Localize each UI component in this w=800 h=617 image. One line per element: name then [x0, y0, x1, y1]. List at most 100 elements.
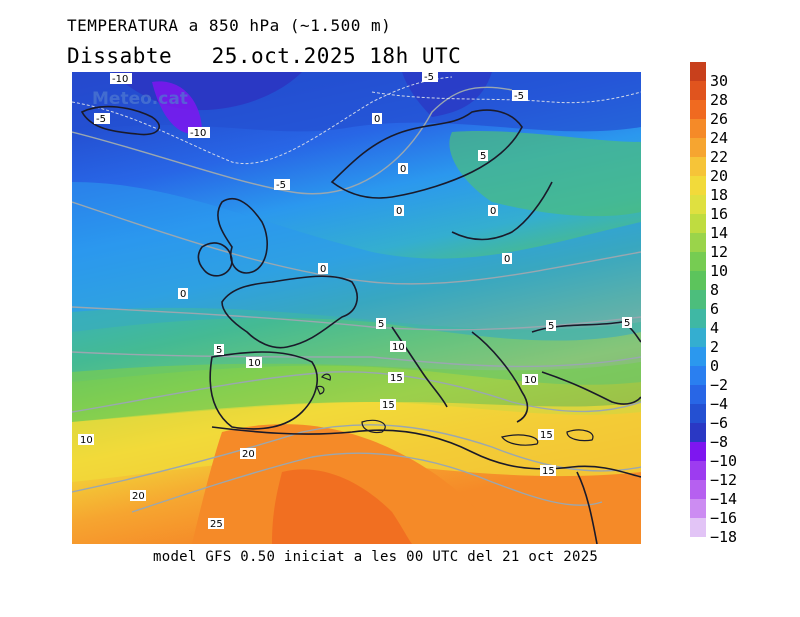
- isotherm-label-bg: [376, 318, 386, 329]
- colorbar-label: −10: [710, 452, 737, 470]
- isotherm-label-bg: [398, 163, 408, 174]
- isotherm-labels: -10 -10 -5 -5 -5 -5 0 0 0 0 0 0 0 5 5 5 5 5 10 10 10 10 15 15 15…: [78, 72, 632, 530]
- isotherm-label: 15: [540, 430, 553, 441]
- colorbar-label: 20: [710, 167, 728, 185]
- isotherm-label: 15: [542, 466, 555, 477]
- isotherm-label-bg: [130, 490, 146, 501]
- isotherm-label: 0: [320, 264, 326, 275]
- isotherm-label-bg: [538, 429, 554, 440]
- isotherm-label-bg: [178, 288, 188, 299]
- colorbar-label: 16: [710, 205, 728, 223]
- colorbar-label: 0: [710, 357, 719, 375]
- isotherm-label: -5: [514, 91, 524, 102]
- isotherm-label: -5: [424, 72, 434, 83]
- isotherm-label: -10: [112, 74, 128, 85]
- colorbar-swatch: [690, 119, 706, 138]
- colorbar-swatch: [690, 138, 706, 157]
- temperature-map: Meteo.cat -10 -10 -5 -5 -5 -5 0 0 0 0 0 0 0 5 5 5 5 5 10 10…: [72, 72, 641, 544]
- colorbar-label: 10: [710, 262, 728, 280]
- isotherm-label-bg: [478, 150, 488, 161]
- isotherm-label-bg: [546, 320, 556, 331]
- isotherm-label-bg: [372, 113, 382, 124]
- isotherm-label-bg: [388, 372, 404, 383]
- band-mid-blue: [72, 182, 641, 341]
- isotherm-label-bg: [78, 434, 94, 445]
- isotherm-label-bg: [488, 205, 498, 216]
- band-scandinavia-cold: [402, 72, 492, 117]
- isotherm-label: 0: [504, 254, 510, 265]
- colorbar-swatch: [690, 252, 706, 271]
- colorbar-label: −6: [710, 414, 728, 432]
- colorbar-label: 4: [710, 319, 719, 337]
- colorbar-label: −2: [710, 376, 728, 394]
- isotherm-label: 20: [242, 449, 255, 460]
- isotherm-label-bg: [502, 253, 512, 264]
- colorbar-swatch: [690, 214, 706, 233]
- isotherm-label: 10: [524, 375, 537, 386]
- isotherm-label-bg: [110, 73, 132, 84]
- colorbar-label: −16: [710, 509, 737, 527]
- isotherm-label: 5: [624, 318, 630, 329]
- isotherm-label-bg: [422, 72, 438, 82]
- isotherm-label: 5: [480, 151, 486, 162]
- colorbar-swatch: [690, 328, 706, 347]
- isotherm-label-bg: [540, 465, 556, 476]
- colorbar-swatch: [690, 271, 706, 290]
- colorbar-label: −8: [710, 433, 728, 451]
- isotherm-label: 5: [548, 321, 554, 332]
- isotherm-label: 0: [374, 114, 380, 125]
- isotherm-label: 15: [382, 400, 395, 411]
- isotherm-dashed: [72, 76, 641, 164]
- colorbar-swatch: [690, 366, 706, 385]
- isotherm-label: 25: [210, 519, 223, 530]
- isotherm-label-bg: [318, 263, 328, 274]
- watermark-logo: Meteo.cat: [92, 89, 188, 109]
- colorbar-swatch: [690, 480, 706, 499]
- isotherm-label: 0: [400, 164, 406, 175]
- colorbar-swatch: [690, 404, 706, 423]
- colorbar-swatch: [690, 518, 706, 537]
- colorbar-swatch: [690, 195, 706, 214]
- isotherm-label: -5: [96, 114, 106, 125]
- colorbar-label: 28: [710, 91, 728, 109]
- isotherm-label: 20: [132, 491, 145, 502]
- isotherm-label: 5: [216, 345, 222, 356]
- isotherm-label-bg: [380, 399, 396, 410]
- band-deep-orange: [272, 469, 412, 544]
- colorbar-label: −14: [710, 490, 737, 508]
- isotherm-label: 10: [392, 342, 405, 353]
- isotherm-label-bg: [188, 127, 210, 138]
- chart-subtitle-date: Dissabte 25.oct.2025 18h UTC: [67, 44, 462, 68]
- isotherm-label-bg: [512, 90, 528, 101]
- isotherm-label: 0: [490, 206, 496, 217]
- colorbar-label: 2: [710, 338, 719, 356]
- colorbar-swatch: [690, 100, 706, 119]
- colorbar-label: 6: [710, 300, 719, 318]
- isotherm-label: -5: [276, 180, 286, 191]
- colorbar-swatch: [690, 499, 706, 518]
- isotherm-label: 10: [80, 435, 93, 446]
- isotherm-label-bg: [240, 448, 256, 459]
- islands: [316, 373, 594, 446]
- colorbar-swatch: [690, 347, 706, 366]
- coastlines: [80, 105, 641, 544]
- colorbar-swatch: [690, 157, 706, 176]
- colorbar-label: −4: [710, 395, 728, 413]
- colorbar-swatch: [690, 233, 706, 252]
- isotherm-label-bg: [214, 344, 224, 355]
- colorbar-swatch: [690, 442, 706, 461]
- band-purple-iceland: [152, 81, 202, 134]
- chart-title: TEMPERATURA a 850 hPa (~1.500 m): [67, 16, 392, 35]
- isotherm-label-bg: [394, 205, 404, 216]
- isotherm-label: 0: [396, 206, 402, 217]
- temperature-colorbar: 302826242220181614121086420−2−4−6−8−10−1…: [690, 62, 737, 546]
- isotherm-label-bg: [622, 317, 632, 328]
- colorbar-label: 22: [710, 148, 728, 166]
- colorbar-label: 12: [710, 243, 728, 261]
- band-se-orange: [562, 487, 641, 544]
- colorbar-swatch: [690, 309, 706, 328]
- model-run-footer: model GFS 0.50 iniciat a les 00 UTC del …: [153, 549, 599, 565]
- colorbar-label: 18: [710, 186, 728, 204]
- colorbar-label: 24: [710, 129, 728, 147]
- isotherm-label: 10: [248, 358, 261, 369]
